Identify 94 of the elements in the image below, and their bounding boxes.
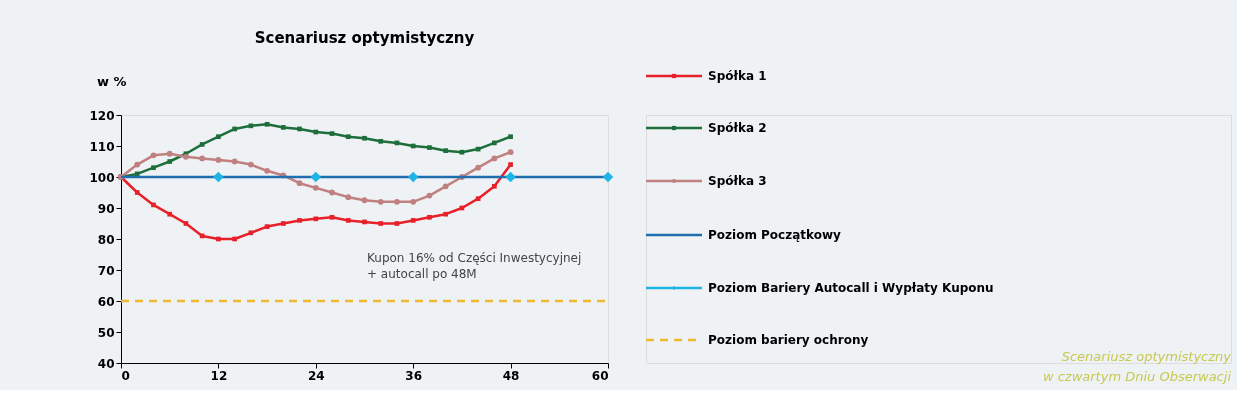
point: [183, 221, 189, 226]
point: [329, 189, 335, 196]
point: [378, 139, 384, 144]
legend-label: Spółka 2: [708, 121, 767, 135]
point: [426, 192, 433, 199]
point: [216, 236, 221, 242]
point: [313, 129, 319, 135]
point: [491, 155, 498, 162]
point: [199, 142, 205, 147]
point: [280, 125, 286, 130]
point: [297, 126, 302, 132]
point: [492, 140, 497, 146]
x-tick-label: 36: [405, 368, 423, 383]
point: [134, 190, 140, 195]
point: [264, 121, 270, 127]
point: [345, 134, 351, 140]
x-tick-label: 12: [210, 368, 228, 383]
y-tick-label: 100: [89, 170, 115, 185]
point: [394, 198, 400, 205]
point: [443, 211, 449, 217]
point: [345, 194, 352, 201]
point: [151, 165, 156, 171]
point: [216, 134, 221, 140]
point: [166, 150, 173, 157]
point: [199, 233, 205, 239]
legend-label: Poziom Bariery Autocall i Wypłaty Kuponu: [708, 281, 994, 295]
point: [378, 221, 384, 226]
point: [313, 216, 319, 222]
point: [232, 236, 237, 242]
x-tick-label: 24: [307, 368, 325, 383]
point: [215, 157, 222, 163]
point: [329, 214, 335, 220]
point: [297, 218, 302, 223]
point: [492, 183, 497, 189]
point: [443, 148, 449, 153]
x-tick-label: 0: [121, 368, 130, 383]
y-axis-title: w %: [97, 74, 127, 89]
point: [247, 161, 254, 168]
point: [312, 184, 319, 191]
point: [232, 126, 237, 132]
point: [231, 158, 238, 165]
point: [167, 159, 173, 164]
legend-label: Poziom Początkowy: [708, 228, 842, 242]
point: [362, 135, 367, 141]
point: [475, 196, 481, 202]
point: [602, 171, 614, 183]
point: [427, 145, 432, 150]
point: [167, 211, 173, 217]
point: [442, 183, 449, 190]
point: [310, 171, 322, 183]
point: [507, 149, 514, 156]
point: [394, 221, 400, 226]
point: [362, 219, 367, 225]
point: [427, 214, 432, 220]
point: [459, 149, 465, 155]
point: [264, 224, 270, 229]
y-tick-label: 120: [89, 108, 115, 123]
point: [361, 197, 368, 204]
text: Scenariusz optymistyczny w czwartym Dniu Obserwacji: [1042, 349, 1232, 384]
y-tick-label: 110: [89, 139, 115, 154]
point: [134, 171, 140, 177]
chart-title: Scenariusz optymistyczny: [254, 29, 475, 47]
point: [134, 161, 141, 168]
point: [199, 155, 206, 162]
point: [377, 198, 384, 205]
point: [151, 202, 156, 208]
x-tick-label: 60: [591, 368, 609, 383]
annotation: Kupon 16% od Części Inwestycyjnej + autocall po 48M: [367, 251, 582, 281]
y-tick-label: 80: [97, 232, 115, 247]
y-tick-label: 50: [97, 325, 115, 340]
legend-label: Spółka 3: [708, 174, 767, 188]
point: [410, 198, 417, 205]
point: [475, 164, 482, 171]
y-tick-label: 70: [97, 263, 115, 278]
point: [150, 152, 157, 159]
point: [505, 171, 516, 183]
point: [407, 171, 419, 183]
point: [410, 143, 416, 149]
point: [508, 162, 513, 167]
y-tick-label: 60: [97, 294, 115, 309]
point: [329, 131, 335, 136]
point: [345, 218, 351, 223]
point: [280, 221, 286, 226]
y-tick-label: 90: [97, 201, 115, 216]
point: [213, 171, 224, 183]
legend-label: Poziom bariery ochrony: [708, 333, 869, 347]
point: [248, 230, 254, 236]
y-tick-label: 40: [97, 356, 115, 371]
point: [264, 167, 271, 174]
point: [296, 180, 303, 187]
point: [508, 134, 513, 140]
legend-label: Spółka 1: [708, 69, 767, 83]
point: [410, 218, 416, 223]
x-tick-label: 48: [502, 368, 520, 383]
